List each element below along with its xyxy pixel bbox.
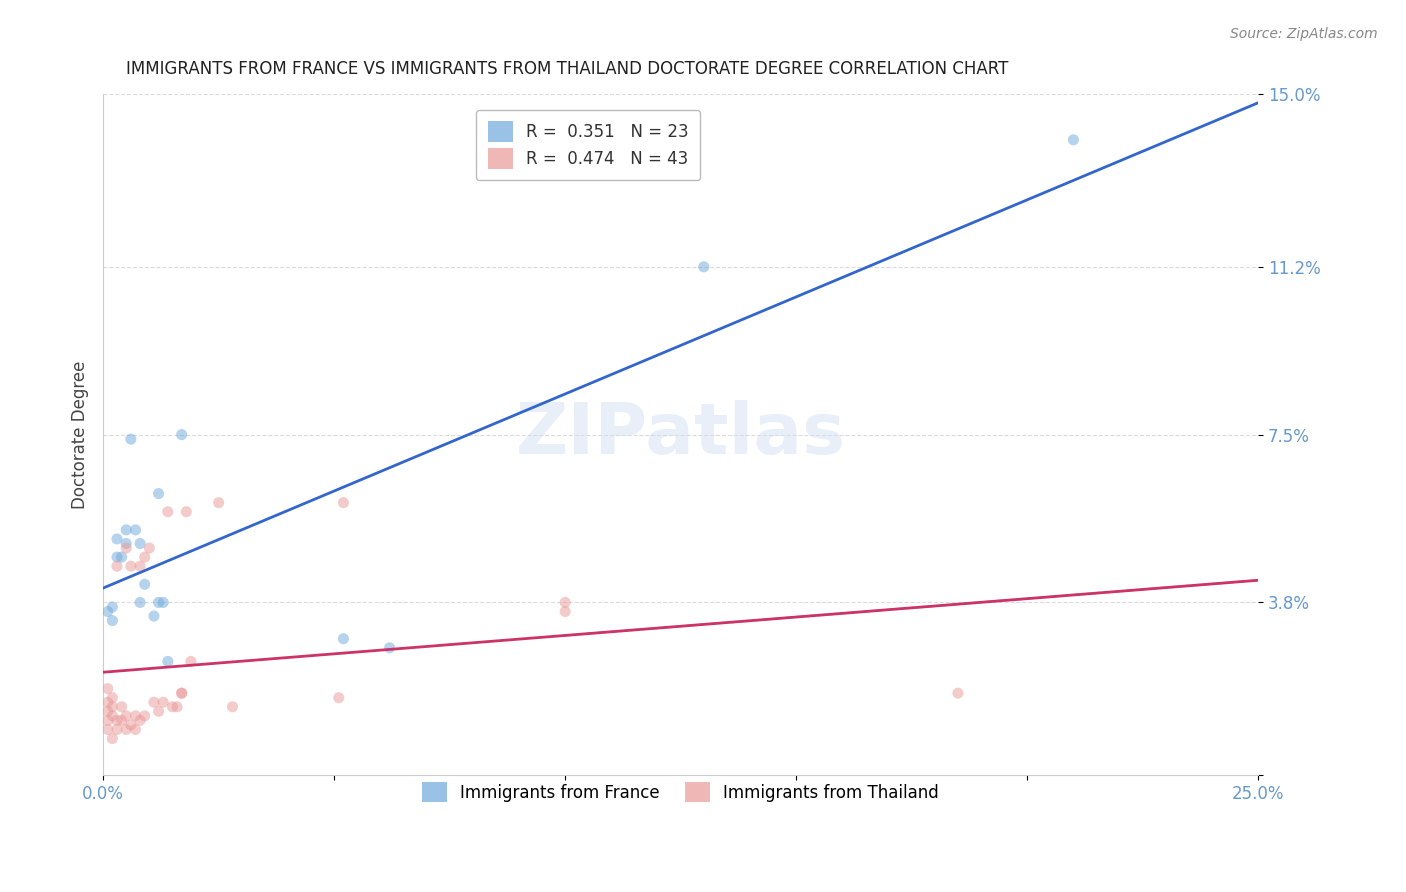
Point xyxy=(142,609,165,624)
Point xyxy=(97,605,120,619)
Point xyxy=(105,723,128,737)
Point xyxy=(120,432,142,446)
Point xyxy=(110,699,132,714)
Point xyxy=(105,559,128,574)
Point xyxy=(156,654,179,668)
Point xyxy=(115,523,138,537)
Point xyxy=(170,686,193,700)
Point xyxy=(129,595,152,609)
Point xyxy=(101,599,124,614)
Point xyxy=(110,550,132,565)
Point xyxy=(115,709,138,723)
Point xyxy=(148,595,170,609)
Point xyxy=(134,577,156,591)
Point xyxy=(166,699,188,714)
Point xyxy=(97,695,120,709)
Point xyxy=(120,718,142,732)
Point xyxy=(176,505,198,519)
Point xyxy=(101,690,124,705)
Point xyxy=(115,536,138,550)
Point xyxy=(208,496,231,510)
Point xyxy=(110,714,132,728)
Point xyxy=(1062,133,1084,147)
Point xyxy=(105,550,128,565)
Point xyxy=(148,704,170,718)
Point xyxy=(97,704,120,718)
Text: IMMIGRANTS FROM FRANCE VS IMMIGRANTS FROM THAILAND DOCTORATE DEGREE CORRELATION : IMMIGRANTS FROM FRANCE VS IMMIGRANTS FRO… xyxy=(127,60,1008,78)
Point xyxy=(142,695,165,709)
Point xyxy=(105,714,128,728)
Point xyxy=(134,550,156,565)
Point xyxy=(101,614,124,628)
Y-axis label: Doctorate Degree: Doctorate Degree xyxy=(72,360,89,508)
Point xyxy=(554,595,576,609)
Point xyxy=(138,541,160,555)
Point xyxy=(332,496,354,510)
Point xyxy=(170,686,193,700)
Point xyxy=(97,714,120,728)
Text: Source: ZipAtlas.com: Source: ZipAtlas.com xyxy=(1230,27,1378,41)
Point xyxy=(124,723,146,737)
Point xyxy=(105,532,128,546)
Legend: Immigrants from France, Immigrants from Thailand: Immigrants from France, Immigrants from … xyxy=(411,771,950,814)
Point xyxy=(120,559,142,574)
Point xyxy=(97,681,120,696)
Point xyxy=(162,699,184,714)
Point xyxy=(148,486,170,500)
Point xyxy=(180,654,202,668)
Point xyxy=(152,595,174,609)
Text: ZIPatlas: ZIPatlas xyxy=(516,401,846,469)
Point xyxy=(170,427,193,442)
Point xyxy=(156,505,179,519)
Point xyxy=(124,523,146,537)
Point xyxy=(129,714,152,728)
Point xyxy=(115,541,138,555)
Point xyxy=(101,731,124,746)
Point xyxy=(97,723,120,737)
Point xyxy=(129,536,152,550)
Point xyxy=(332,632,354,646)
Point xyxy=(124,709,146,723)
Point xyxy=(115,723,138,737)
Point xyxy=(378,640,401,655)
Point xyxy=(554,605,576,619)
Point xyxy=(946,686,969,700)
Point xyxy=(221,699,243,714)
Point xyxy=(129,559,152,574)
Point xyxy=(101,709,124,723)
Point xyxy=(101,699,124,714)
Point xyxy=(693,260,716,274)
Point xyxy=(134,709,156,723)
Point xyxy=(152,695,174,709)
Point xyxy=(328,690,350,705)
